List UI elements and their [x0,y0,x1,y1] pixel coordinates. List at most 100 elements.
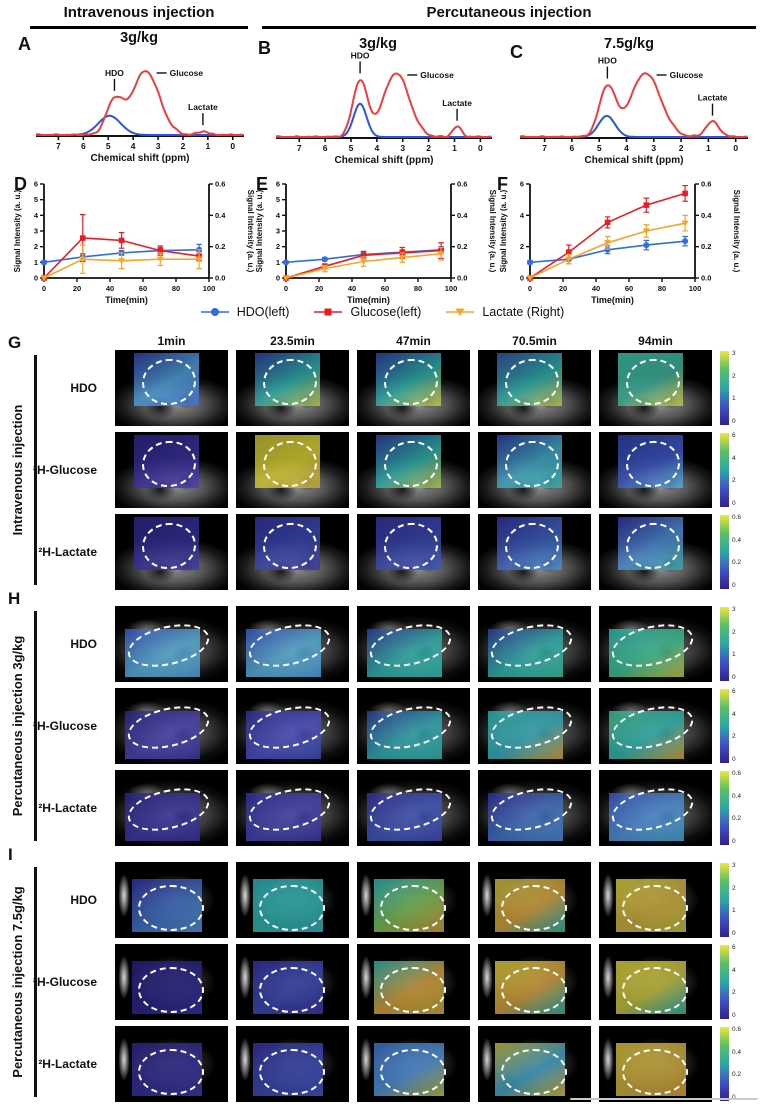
svg-text:0.4: 0.4 [701,211,712,220]
header-intravenous-label: Intravenous injection [63,4,215,21]
timecourse-chart-F: 0 2 4 6 0.0 0.2 0.4 0.6 0 20 40 60 80 100 Time(min) Sig… [499,180,741,306]
svg-text:80: 80 [172,284,180,293]
svg-text:1: 1 [206,141,211,151]
roi-dashed-ellipse [258,966,325,1014]
svg-text:Signal Intensity (a. u.): Signal Intensity (a. u.) [488,190,497,273]
svg-text:Glucose: Glucose [420,70,454,80]
svg-text:Lactate: Lactate [442,98,472,108]
roi-dashed-ellipse [500,1048,567,1096]
colorbar-tick: 2 [732,628,736,636]
legend-item-lactate: Lactate (Right) [445,305,564,319]
svg-text:Signal Intensity (a. u.): Signal Intensity (a. u.) [255,189,264,272]
svg-text:40: 40 [348,284,356,293]
mri-image-G-1-0 [115,432,228,508]
colorbar-tick: 6 [732,944,736,951]
svg-text:3: 3 [276,227,280,236]
svg-text:0: 0 [520,274,524,283]
signal-overlay [134,435,199,489]
svg-text:7: 7 [542,143,547,153]
colorbar-I-1: 6 4 2 0 [720,944,756,1020]
svg-text:4: 4 [375,143,380,153]
mri-image-G-2-1 [236,514,349,590]
mri-image-I-0-4 [599,862,712,938]
mri-image-H-1-2 [357,688,470,764]
legend-item-glucose: Glucose(left) [313,305,421,319]
svg-text:Lactate: Lactate [698,93,728,103]
roi-dashed-ellipse [621,1048,688,1096]
signal-overlay [255,435,320,489]
signal-overlay [376,517,441,571]
section-title-I: Percutaneous injection 7.5g/kg [10,886,25,1078]
svg-text:0: 0 [34,274,38,283]
mri-image-H-0-0 [115,606,228,682]
svg-text:Time(min): Time(min) [347,295,390,305]
mri-image-I-1-3 [478,944,591,1020]
signal-overlay [367,628,442,678]
svg-text:80: 80 [658,284,666,293]
svg-text:0: 0 [478,143,483,153]
dose-title-C: 7.5g/kg [604,36,654,52]
panel-letter-I: I [8,845,13,864]
timepoint-94: 94min [638,334,673,348]
svg-text:4: 4 [624,143,629,153]
signal-overlay [367,792,442,842]
row-label-I-1: ²H-Glucose [32,975,97,989]
header-percutaneous-label: Percutaneous injection [426,4,592,21]
svg-text:Signal Intensity (a. u.): Signal Intensity (a. u.) [499,189,508,272]
svg-text:1: 1 [452,143,457,153]
svg-text:6: 6 [323,143,328,153]
roi-dashed-ellipse [621,966,688,1014]
signal-overlay [609,710,684,760]
mri-image-G-0-0 [115,350,228,426]
svg-text:5: 5 [597,143,602,153]
nmr-spectrum-C: 7 6 5 4 3 2 1 0 Chemical shift (ppm) HDO Glucose La… [519,56,748,166]
section-bracket-line [34,867,37,1097]
panel-letter-A: A [18,34,31,54]
colorbar-tick: 0.4 [732,792,742,800]
section-title-G: Intravenous injection [10,404,25,536]
svg-text:1: 1 [34,258,38,267]
colorbar-tick: 0.6 [732,770,742,777]
mri-image-H-1-1 [236,688,349,764]
svg-text:HDO: HDO [351,52,370,60]
svg-text:7: 7 [297,143,302,153]
signal-overlay [609,792,684,842]
mri-image-I-2-0 [115,1026,228,1102]
colorbar-tick: 0 [732,673,736,681]
roi-dashed-ellipse [379,884,446,932]
section-bracket-line [34,355,37,585]
colorbar-I-2: 0.6 0.4 0.2 0 [720,1026,756,1102]
row-label-I-0: HDO [70,893,97,907]
svg-text:0.6: 0.6 [215,180,225,189]
svg-text:0: 0 [528,284,532,293]
mri-image-I-0-3 [478,862,591,938]
svg-text:0.4: 0.4 [457,211,468,220]
svg-text:5: 5 [349,143,354,153]
svg-text:0: 0 [42,284,46,293]
signal-overlay [255,517,320,571]
mri-image-G-0-4 [599,350,712,426]
svg-text:0: 0 [230,141,235,151]
mri-image-G-2-0 [115,514,228,590]
svg-text:Chemical shift (ppm): Chemical shift (ppm) [585,155,684,166]
svg-text:4: 4 [34,211,39,220]
nmr-spectrum-B: 7 6 5 4 3 2 1 0 Chemical shift (ppm) HDO Glucose La… [275,52,492,166]
row-label-G-1: ²H-Glucose [32,463,97,477]
svg-text:2: 2 [181,141,186,151]
mri-image-H-0-1 [236,606,349,682]
colorbar-tick: 0.2 [732,815,742,822]
row-label-H-2: ²H-Lactate [38,801,97,815]
signal-overlay [134,517,199,571]
signal-overlay [246,792,321,842]
svg-text:3: 3 [651,143,656,153]
svg-text:HDO: HDO [598,56,617,66]
svg-text:0.0: 0.0 [701,274,711,283]
mri-image-I-2-4 [599,1026,712,1102]
svg-text:3: 3 [156,141,161,151]
chart-legend: HDO(left) Glucose(left) Lactate (Right) [0,305,764,319]
mri-image-H-0-3 [478,606,591,682]
roi-dashed-ellipse [137,1048,204,1096]
svg-text:Chemical shift (ppm): Chemical shift (ppm) [91,153,190,164]
signal-overlay [246,710,321,760]
svg-text:3: 3 [400,143,405,153]
